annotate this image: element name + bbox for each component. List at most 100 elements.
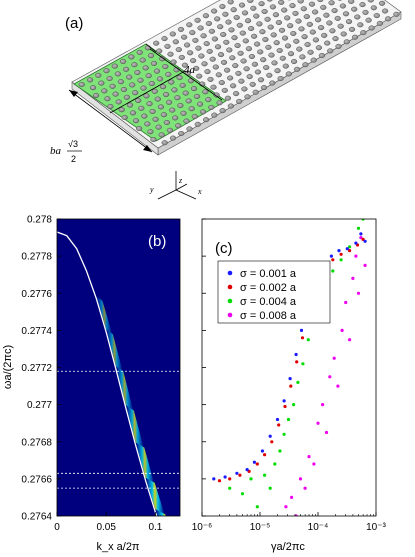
data-point xyxy=(324,430,329,435)
hole xyxy=(238,78,245,84)
hole xyxy=(172,39,179,45)
hole xyxy=(323,12,330,18)
hole xyxy=(147,53,155,59)
hole xyxy=(122,66,130,72)
hole xyxy=(258,1,265,7)
data-point xyxy=(292,403,296,407)
data-point xyxy=(348,338,352,342)
hole xyxy=(153,68,161,74)
hole xyxy=(256,21,263,27)
hole xyxy=(142,65,149,71)
hole xyxy=(182,90,189,96)
hole xyxy=(244,94,251,100)
data-point xyxy=(329,254,333,258)
hole xyxy=(287,23,294,29)
hole xyxy=(320,4,327,10)
hole xyxy=(275,20,283,26)
hole xyxy=(241,86,248,92)
hole xyxy=(223,39,230,45)
hole xyxy=(172,115,179,121)
legend-label: σ = 0.002 a xyxy=(240,282,297,294)
data-point xyxy=(348,249,352,253)
x-tick-label: 0.1 xyxy=(148,522,162,533)
hole xyxy=(340,31,347,37)
hole xyxy=(382,8,389,14)
hole xyxy=(198,53,205,59)
hole xyxy=(345,19,353,25)
data-point xyxy=(339,252,343,256)
hole xyxy=(126,74,133,80)
hole xyxy=(227,103,235,109)
data-point xyxy=(301,362,305,366)
hole xyxy=(162,64,169,70)
hole xyxy=(163,91,170,97)
data-point xyxy=(223,475,227,479)
hole xyxy=(194,17,201,23)
hole xyxy=(186,22,193,28)
hole xyxy=(104,96,111,102)
hole xyxy=(301,34,308,40)
legend-marker xyxy=(227,312,233,318)
dimension-sqrt3-label: √3 xyxy=(68,139,78,149)
hole xyxy=(251,61,259,67)
hole xyxy=(289,3,296,9)
data-point xyxy=(354,254,358,258)
hole xyxy=(169,135,177,141)
hole xyxy=(203,117,210,123)
hole xyxy=(132,90,139,96)
hole xyxy=(379,0,386,6)
dimension-4a-line xyxy=(149,48,223,101)
data-point xyxy=(255,462,259,466)
hole xyxy=(240,58,247,64)
hole xyxy=(281,35,289,41)
hole xyxy=(312,37,320,43)
data-point xyxy=(328,375,332,379)
hole xyxy=(224,95,232,101)
hole xyxy=(216,100,223,106)
hole xyxy=(343,39,350,45)
hole xyxy=(211,8,218,14)
hole xyxy=(154,96,161,102)
hole xyxy=(190,86,198,92)
data-point xyxy=(268,434,272,438)
hole xyxy=(161,36,168,42)
hole xyxy=(197,25,204,31)
hole xyxy=(159,56,166,62)
hole xyxy=(123,94,131,100)
hole xyxy=(129,110,137,116)
hole xyxy=(166,127,174,133)
hole xyxy=(257,49,264,55)
hole xyxy=(107,103,114,109)
dimension-4a-tick xyxy=(145,43,157,53)
data-point xyxy=(217,479,222,483)
hole xyxy=(268,52,275,58)
hole xyxy=(332,36,339,42)
hole xyxy=(259,29,266,35)
hole xyxy=(300,6,307,12)
hole xyxy=(342,11,350,17)
hole xyxy=(287,51,295,57)
hole xyxy=(129,82,136,88)
hole xyxy=(328,0,335,6)
hole xyxy=(230,7,237,13)
legend-label: σ = 0.008 a xyxy=(240,310,297,322)
hole xyxy=(191,113,198,119)
hole xyxy=(164,43,171,49)
hole xyxy=(254,41,261,47)
hole xyxy=(277,75,284,81)
hole xyxy=(111,63,118,69)
coordinate-axes: x y z xyxy=(149,171,202,200)
hole xyxy=(157,104,165,110)
data-point xyxy=(260,449,264,453)
hole xyxy=(317,0,324,3)
hole xyxy=(114,71,122,77)
data-point xyxy=(321,403,325,407)
hole xyxy=(193,93,201,99)
hole xyxy=(368,25,375,31)
hole xyxy=(237,50,244,56)
hole xyxy=(184,70,192,76)
data-point xyxy=(299,328,304,332)
hole xyxy=(228,27,235,33)
data-point xyxy=(295,360,299,364)
hole xyxy=(250,5,257,11)
